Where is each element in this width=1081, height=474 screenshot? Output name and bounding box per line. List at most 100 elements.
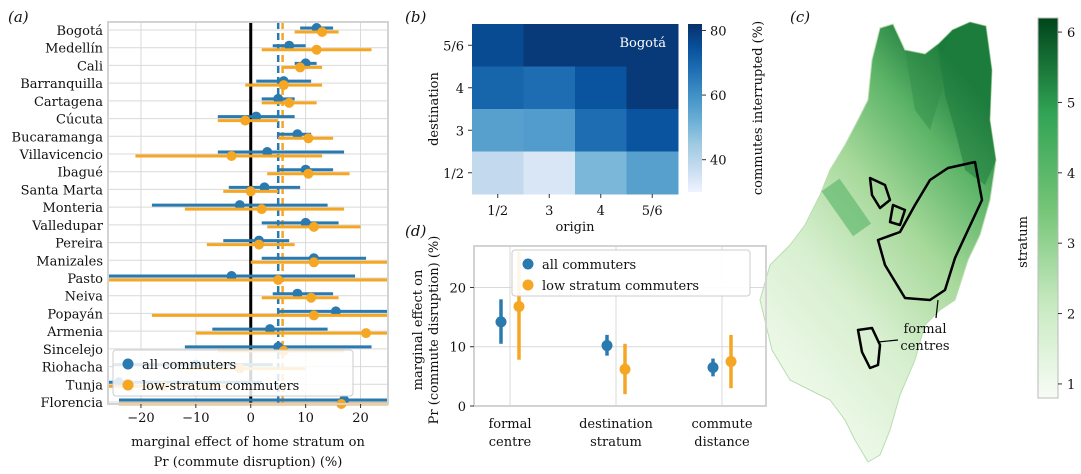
- x-tick-label: 3: [545, 204, 553, 219]
- estimate-point: [495, 316, 507, 328]
- panel-c-map: formal centres 1 2 3 4 5 6 stratum: [759, 17, 1075, 463]
- estimate-point: [226, 151, 237, 161]
- category-label: Riohacha: [42, 361, 104, 376]
- heatmap-cell: [575, 109, 627, 152]
- colorbar-tick-label: 80: [710, 24, 727, 39]
- legend-marker: [122, 379, 134, 391]
- y-axis-label-line2: Pr (commute disruption) (%): [427, 236, 442, 425]
- legend-box: [112, 349, 354, 397]
- estimate-point: [513, 300, 525, 312]
- estimate-point: [308, 310, 319, 321]
- estimate-point: [707, 361, 719, 373]
- heatmap-cell: [472, 151, 524, 195]
- heatmap-cell: [472, 24, 524, 67]
- category-label: Armenia: [46, 325, 103, 340]
- x-tick-label: 0: [247, 411, 255, 426]
- x-tick-label-line1: commute: [691, 417, 752, 432]
- formal-centre-outline: [876, 160, 984, 302]
- heatmap-cell: [626, 109, 679, 152]
- colorbar-label: stratum: [1016, 216, 1031, 268]
- category-label: Manizales: [36, 254, 103, 269]
- y-tick-label: 20: [449, 281, 466, 296]
- estimate-point: [240, 115, 251, 126]
- formal-centre-outline: [856, 326, 882, 370]
- estimate-point: [303, 168, 314, 179]
- heatmap-annotation: Bogotá: [619, 36, 666, 51]
- estimate-point: [256, 204, 267, 215]
- estimate-point: [295, 62, 306, 73]
- category-label: Tunja: [66, 378, 103, 393]
- legend-box: [511, 249, 751, 297]
- category-label: Ibagué: [57, 166, 103, 181]
- legend-label: all commuters: [142, 358, 236, 373]
- high-stratum-area: [905, 44, 942, 130]
- estimate-point: [601, 340, 613, 352]
- y-tick-label: 0: [458, 400, 466, 415]
- x-tick-label-line2: centre: [489, 435, 532, 450]
- estimate-point: [725, 356, 737, 368]
- category-label: Pasto: [67, 272, 103, 287]
- colorbar-tick-label: 40: [710, 154, 727, 169]
- category-label: Villavicencio: [19, 148, 104, 163]
- category-label: Popayán: [47, 307, 103, 322]
- estimate-point: [278, 80, 289, 91]
- category-label: Cali: [77, 59, 103, 74]
- x-tick-label: −10: [182, 411, 209, 426]
- colorbar-tick-label: 4: [1067, 167, 1075, 182]
- map-annotation-line2: centres: [900, 339, 949, 354]
- panel-d-errorbar: 0 10 20 formal centre destination stratum commu…: [411, 236, 767, 450]
- estimate-point: [361, 328, 372, 339]
- estimate-point: [619, 363, 631, 375]
- panel-b-heatmap: Bogotá 5/6 4 3 1/2 1/2 3 4 5/6 origin destination 4…: [427, 21, 766, 235]
- y-tick-label: 1/2: [443, 167, 464, 182]
- x-axis-label: origin: [555, 220, 595, 235]
- heatmap-cell: [523, 109, 576, 152]
- high-stratum-area: [940, 22, 996, 185]
- estimate-point: [273, 275, 284, 285]
- estimate-point: [306, 292, 317, 303]
- heatmap-cell: [626, 66, 679, 110]
- category-label: Sincelejo: [43, 343, 103, 358]
- y-axis-label: marginal effect on: [411, 269, 426, 390]
- panel-label-c: (c): [790, 8, 810, 26]
- x-tick-label: 4: [597, 204, 605, 219]
- panel-label-a: (a): [8, 8, 29, 26]
- y-tick-label: 5/6: [443, 39, 464, 54]
- legend: all commuters low-stratum commuters: [112, 349, 354, 397]
- park-area: [821, 178, 872, 237]
- legend: all commuters low stratum commuters: [511, 249, 751, 297]
- panel-label-d: (d): [405, 222, 426, 240]
- legend-label: low stratum commuters: [542, 279, 699, 294]
- category-label: Barranquilla: [20, 77, 103, 92]
- colorbar-tick-label: 6: [1067, 26, 1075, 41]
- x-tick-label-line2: stratum: [590, 435, 642, 450]
- estimate-point: [253, 239, 264, 250]
- estimate-point: [308, 257, 319, 268]
- category-label: Valledupar: [31, 219, 104, 234]
- heatmap-cell: [472, 66, 524, 110]
- heatmap-cell: [575, 66, 627, 110]
- plot-frame: [473, 245, 767, 407]
- estimate-point: [317, 27, 328, 37]
- category-label: Santa Marta: [21, 183, 104, 198]
- legend-marker: [522, 258, 534, 270]
- heatmap-cell: [523, 24, 576, 67]
- category-label: Bogotá: [56, 24, 103, 39]
- annotation-leader: [877, 339, 899, 343]
- category-label: Medellín: [45, 42, 103, 57]
- heatmap-cell: [626, 151, 679, 195]
- formal-centre-outline: [868, 176, 892, 210]
- x-axis-label-line2: Pr (commute disruption) (%): [154, 455, 343, 470]
- x-tick-label-line2: distance: [694, 435, 750, 450]
- heatmap-cell: [575, 151, 627, 195]
- y-axis-label: destination: [427, 71, 442, 145]
- estimate-point: [284, 97, 295, 108]
- x-axis-label: marginal effect of home stratum on: [131, 435, 365, 450]
- category-label: Monteria: [42, 201, 103, 216]
- x-tick-label: 1/2: [487, 204, 508, 219]
- category-label: Florencia: [41, 396, 104, 411]
- map-annotation-line1: formal: [903, 322, 946, 337]
- heatmap-cell: [626, 24, 679, 67]
- estimate-point: [245, 186, 256, 197]
- colorbar: [1037, 17, 1059, 399]
